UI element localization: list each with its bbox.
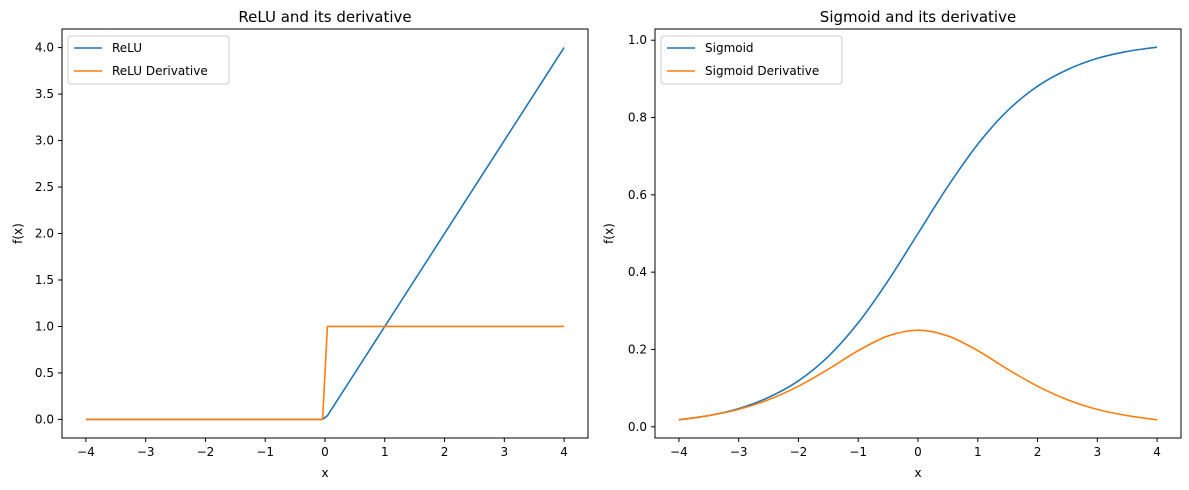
sigmoid-y-tick-label: 1.0 [628, 33, 647, 47]
sigmoid-x-tick-label: −1 [849, 445, 867, 459]
sigmoid-x-tick-label: −2 [790, 445, 808, 459]
relu-x-tick-label: 0 [321, 445, 329, 459]
sigmoid-x-tick-label: 1 [974, 445, 982, 459]
legend-label-relu: ReLU [112, 41, 142, 55]
sigmoid-y-tick-label: 0.4 [628, 265, 647, 279]
relu-y-tick-label: 3.0 [35, 134, 54, 148]
sigmoid-plot-marks: −4 −3 −2 −1 0 1 2 3 4 0.0 0.2 0.4 0.6 0.8 1.0 [628, 33, 1161, 459]
sigmoid-x-tick-label: 0 [914, 445, 922, 459]
relu-x-tick-label: 4 [560, 445, 568, 459]
relu-y-tick-label: 2.0 [35, 227, 54, 241]
sigmoid-y-axis-label: f(x) [602, 223, 616, 244]
sigmoid-x-tick-label: 3 [1093, 445, 1101, 459]
relu-chart-panel: −4 −3 −2 −1 0 1 2 3 4 0.0 0.5 1.0 1.5 2.0 2.5 3.0 3.5 4.0… [11, 8, 589, 480]
relu-x-tick-label: 1 [381, 445, 389, 459]
sigmoid-y-tick-label: 0.8 [628, 111, 647, 125]
series-line-sigmoid-derivative [678, 329, 1158, 421]
relu-x-tick-label: −3 [137, 445, 155, 459]
relu-x-tick-label: 3 [500, 445, 508, 459]
series-line-sigmoid [678, 46, 1158, 421]
relu-x-tick-label: −1 [256, 445, 274, 459]
sigmoid-y-tick-label: 0.2 [628, 342, 647, 356]
legend-label-sigmoid-derivative: Sigmoid Derivative [705, 64, 819, 78]
relu-legend: ReLU ReLU Derivative [67, 35, 230, 85]
sigmoid-axes-frame [654, 28, 1182, 439]
sigmoid-x-axis-label: x [914, 466, 921, 480]
relu-y-tick-label: 2.5 [35, 180, 54, 194]
sigmoid-x-tick-label: 4 [1153, 445, 1161, 459]
sigmoid-y-tick-label: 0.6 [628, 188, 647, 202]
relu-axes-frame [61, 28, 589, 439]
relu-x-tick-label: −4 [77, 445, 95, 459]
relu-y-tick-label: 0.5 [35, 366, 54, 380]
relu-y-tick-label: 1.0 [35, 319, 54, 333]
legend-label-relu-derivative: ReLU Derivative [112, 64, 208, 78]
sigmoid-chart-title: Sigmoid and its derivative [820, 8, 1016, 26]
sigmoid-x-tick-label: 2 [1034, 445, 1042, 459]
relu-x-axis-label: x [321, 466, 328, 480]
legend-label-sigmoid: Sigmoid [705, 41, 754, 55]
sigmoid-x-tick-label: −4 [670, 445, 688, 459]
relu-legend-box [67, 35, 230, 85]
relu-plot-marks: −4 −3 −2 −1 0 1 2 3 4 0.0 0.5 1.0 1.5 2.0 2.5 3.0 3.5 4.0 [35, 41, 568, 459]
relu-chart-title: ReLU and its derivative [238, 8, 411, 26]
sigmoid-y-tick-label: 0.0 [628, 420, 647, 434]
sigmoid-chart-panel: −4 −3 −2 −1 0 1 2 3 4 0.0 0.2 0.4 0.6 0.8 1.0 Sigmoid … [602, 8, 1182, 480]
relu-y-tick-label: 3.5 [35, 87, 54, 101]
sigmoid-legend-box [660, 35, 843, 85]
relu-y-tick-label: 4.0 [35, 41, 54, 55]
relu-x-tick-label: −2 [197, 445, 215, 459]
sigmoid-x-tick-label: −3 [730, 445, 748, 459]
relu-x-tick-label: 2 [441, 445, 449, 459]
relu-y-tick-label: 1.5 [35, 273, 54, 287]
relu-y-axis-label: f(x) [11, 223, 25, 244]
relu-y-tick-label: 0.0 [35, 412, 54, 426]
sigmoid-legend: Sigmoid Sigmoid Derivative [660, 35, 843, 85]
series-line-relu-derivative [85, 325, 565, 421]
